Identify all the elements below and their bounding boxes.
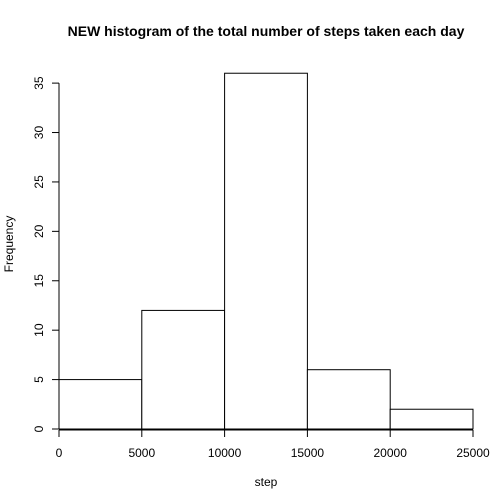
y-tick-label-2: 10 [32, 323, 46, 337]
x-tick-label-0: 0 [56, 446, 63, 460]
x-tick-label-4: 20000 [374, 446, 408, 460]
y-tick-label-4: 20 [32, 224, 46, 238]
x-tick-label-1: 5000 [128, 446, 155, 460]
y-axis-label: Frequency [2, 216, 16, 273]
histogram-bar-4 [389, 408, 474, 430]
x-tick-label-2: 10000 [208, 446, 242, 460]
x-axis-label: step [255, 475, 278, 489]
chart-title: NEW histogram of the total number of ste… [68, 23, 465, 39]
y-tick-label-6: 30 [32, 126, 46, 140]
histogram-bar-3 [306, 369, 391, 430]
histogram-bar-1 [141, 309, 226, 430]
y-tick-label-3: 15 [32, 274, 46, 288]
y-tick-label-1: 5 [32, 376, 46, 383]
x-tick-label-5: 25000 [456, 446, 490, 460]
y-axis: 0 5 10 15 20 25 30 35 [32, 76, 60, 432]
histogram-bar-2 [224, 72, 308, 430]
y-tick-label-5: 25 [32, 175, 46, 189]
bars-group [58, 72, 474, 430]
x-tick-label-3: 15000 [291, 446, 325, 460]
histogram-bar-0 [58, 379, 143, 430]
y-tick-label-0: 0 [32, 425, 46, 432]
y-tick-label-7: 35 [32, 76, 46, 90]
x-axis: 0 5000 10000 15000 20000 25000 [56, 429, 490, 460]
